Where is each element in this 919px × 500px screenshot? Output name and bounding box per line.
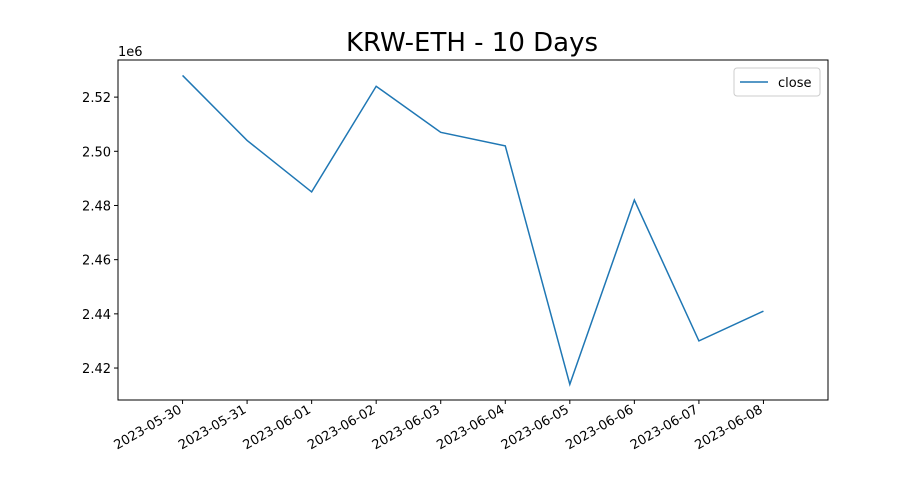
x-tick-label: 2023-06-04 [434,402,507,453]
x-tick-label: 2023-06-03 [370,402,443,453]
x-tick-label: 2023-06-07 [628,402,701,453]
line-series [182,74,764,387]
plot-frame [117,59,829,401]
y-tick-label: 2.46 [82,254,111,269]
chart-title: KRW-ETH - 10 Days [346,28,598,58]
legend-box [733,67,821,97]
x-tick-label: 2023-06-06 [563,402,636,453]
legend-label: close [778,76,811,91]
y-tick-label: 2.42 [82,362,111,377]
x-tick-label: 2023-06-05 [499,402,572,453]
x-tick-label: 2023-06-01 [241,402,314,453]
x-tick-label: 2023-06-08 [693,402,766,453]
y-offset-label: 1e6 [118,45,143,60]
y-tick-label: 2.48 [82,199,111,214]
y-tick-label: 2.44 [82,308,111,323]
x-tick-label: 2023-05-31 [176,402,249,453]
y-tick-label: 2.52 [82,91,111,106]
x-tick-label: 2023-06-02 [305,402,378,453]
y-tick-label: 2.50 [82,145,111,160]
x-tick-label: 2023-05-30 [112,402,185,453]
